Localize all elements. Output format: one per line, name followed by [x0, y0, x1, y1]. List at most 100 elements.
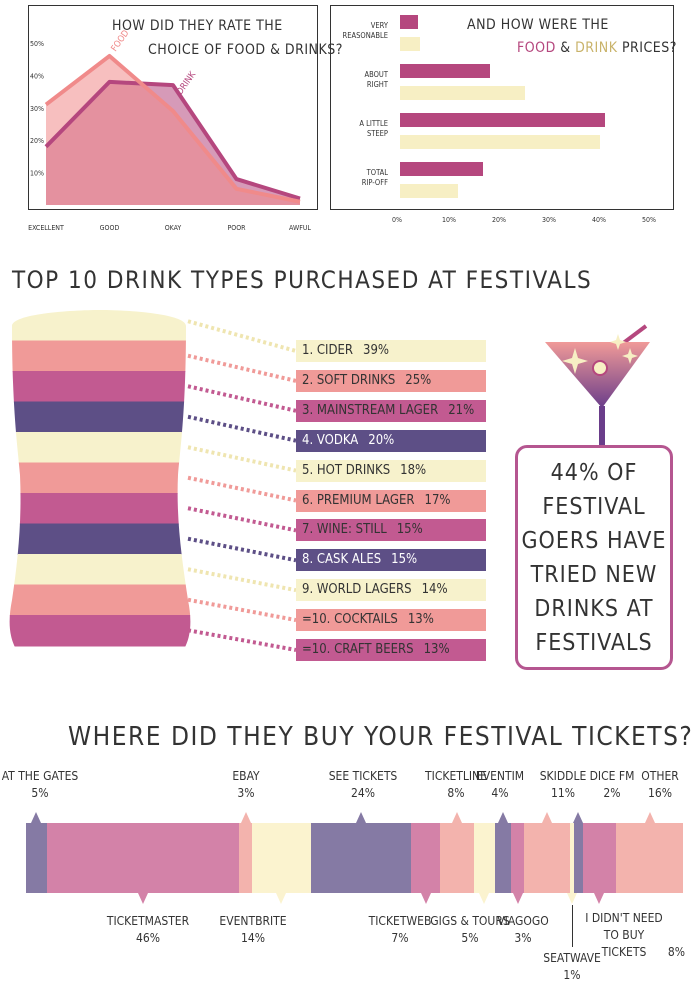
drink-value: 20%: [368, 432, 395, 448]
drink-connector: [187, 536, 297, 563]
ticket-label: SEATWAVE 1%: [512, 950, 632, 984]
drink-item: 3. MAINSTREAM LAGER 21%: [296, 399, 486, 422]
rating-chart-title-line2: CHOICE OF FOOD & DRINKS?: [148, 42, 343, 58]
ticket-label-value: 3%: [237, 786, 255, 800]
ticket-segment: [511, 823, 525, 893]
drink-label: 7. WINE: STILL: [302, 522, 387, 538]
ticket-label: GIGS & TOURS 5%: [410, 913, 530, 947]
ticket-label: TICKETWEB 7%: [340, 913, 460, 947]
drink-label: 1. CIDER: [302, 343, 354, 358]
rating-ytick-label: 50%: [30, 40, 44, 48]
prices-title-rest: PRICES?: [617, 40, 677, 56]
prices-xtick-label: 20%: [492, 216, 506, 224]
callout-line-6: FESTIVALS: [535, 630, 653, 656]
glass-stripe: [9, 584, 191, 616]
prices-xtick-label: 10%: [442, 216, 456, 224]
ticket-label-name: GIGS & TOURS: [430, 914, 510, 928]
drink-value: 13%: [407, 612, 434, 628]
ticket-pointer: [644, 812, 655, 823]
prices-chart-title-line2: FOOD & DRINK PRICES?: [517, 40, 677, 56]
rating-chart: 50% 40% 30% 20% 10% EXCELLENT GOOD OKAY POOR AWF…: [28, 29, 311, 232]
ticket-label: SEE TICKETS 24%: [303, 768, 423, 802]
prices-chart-title-line1: AND HOW WERE THE: [467, 17, 609, 33]
prices-category-line: ABOUT: [364, 70, 388, 79]
prices-bar-drink: [400, 37, 420, 51]
ticket-label-name: EVENTIM: [475, 769, 525, 783]
ticket-label-name: SEE TICKETS: [328, 769, 398, 783]
rating-chart-panel: [28, 5, 318, 210]
callout-line-1: 44% OF: [550, 460, 638, 486]
rating-area-food: [46, 55, 300, 206]
ticket-pointer: [31, 812, 42, 823]
ticket-label-value: 8%: [447, 786, 465, 800]
ticket-label: TICKETLINE 8%: [396, 768, 516, 802]
rating-series-label-food: FOOD: [110, 29, 132, 54]
prices-category-line: RIP-OFF: [361, 178, 388, 187]
callout-line-4: TRIED NEW: [530, 562, 658, 588]
drink-item: 4. VODKA 20%: [296, 429, 486, 452]
callout-line-5: DRINKS AT: [534, 596, 654, 622]
prices-bar-food: [400, 113, 605, 127]
prices-bar-drink: [400, 135, 600, 149]
glass-stripe: [9, 462, 191, 494]
prices-bar-drink: [400, 86, 525, 100]
ticket-segment: [570, 823, 575, 893]
prices-category-label: A LITTLE STEEP: [336, 119, 388, 139]
glass-stripe: [9, 401, 191, 433]
drink-value: 21%: [448, 402, 475, 418]
ticket-label-name: EVENTBRITE: [219, 914, 287, 928]
ticket-pointer: [573, 812, 584, 823]
ticket-segment: [26, 823, 48, 893]
prices-category-label: VERY REASONABLE: [336, 21, 388, 41]
prices-bar-food: [400, 162, 483, 176]
glass-stripe: [9, 493, 191, 525]
drink-connector: [187, 506, 297, 533]
drink-label: 8. CASK ALES: [302, 552, 382, 568]
prices-title-drink: DRINK: [575, 40, 618, 56]
ticket-segment: [473, 823, 496, 893]
drink-value: 39%: [363, 343, 390, 358]
ticket-pointer: [240, 812, 251, 823]
ticket-label-value: 7%: [391, 931, 409, 945]
drink-label: 9. WORLD LAGERS: [302, 582, 412, 598]
ticket-label: EBAY 3%: [186, 768, 306, 802]
rating-ytick-label: 40%: [30, 72, 44, 80]
drink-connector: [187, 597, 297, 623]
prices-bar-drink: [400, 184, 458, 198]
ticket-label-name: EBAY: [232, 769, 260, 783]
prices-chart-panel: [330, 5, 674, 210]
ticket-pointer: [567, 893, 578, 904]
ticket-label-value: 3%: [514, 931, 532, 945]
prices-category-line: TOTAL: [366, 168, 388, 177]
ticket-segment: [440, 823, 475, 893]
drink-connector: [187, 628, 297, 652]
prices-bar-food: [400, 15, 418, 29]
ticket-label-name: TICKETMASTER: [106, 914, 190, 928]
rating-chart-title-line1: HOW DID THEY RATE THE: [112, 18, 283, 34]
ticket-label-value: 5%: [31, 786, 49, 800]
ticket-label: DICE FM 2%: [552, 768, 672, 802]
ticket-label-value: 46%: [136, 931, 160, 945]
prices-xtick-label: 50%: [642, 216, 656, 224]
ticket-segment: [251, 823, 312, 893]
callout-line-3: GOERS HAVE: [521, 528, 667, 554]
glass-stripe: [9, 310, 191, 342]
ticket-segment: [616, 823, 684, 893]
drink-value: 13%: [423, 642, 450, 657]
drinks-section-title: TOP 10 DRINK TYPES PURCHASED AT FESTIVAL…: [12, 266, 593, 294]
ticket-label-value: 11%: [551, 786, 575, 800]
drink-label: 5. HOT DRINKS: [302, 462, 391, 478]
rating-xtick-label: OKAY: [165, 224, 182, 232]
prices-xtick-label: 0%: [392, 216, 402, 224]
ticket-pointer: [479, 893, 490, 904]
ticket-pointer: [355, 812, 366, 823]
drink-item: 6. PREMIUM LAGER 17%: [296, 489, 486, 512]
drink-connector: [187, 414, 297, 443]
prices-xtick-label: 40%: [592, 216, 606, 224]
ticket-label-name: OTHER: [641, 769, 679, 783]
drink-label: 6. PREMIUM LAGER: [302, 492, 415, 508]
rating-line-food: [44, 53, 301, 204]
ticket-segment: [310, 823, 412, 893]
rating-series-label-drink: DRINK: [175, 70, 198, 97]
callout-text: 44% OF FESTIVAL GOERS HAVE TRIED NEW DRI…: [518, 456, 670, 660]
